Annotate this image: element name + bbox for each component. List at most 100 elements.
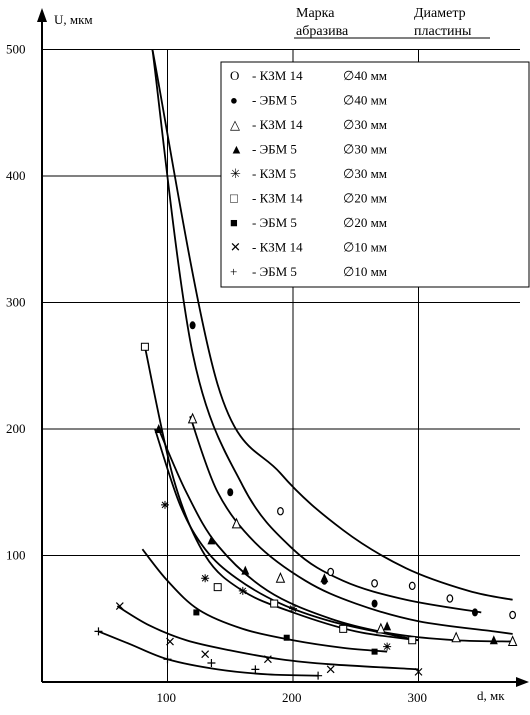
- series-6-marker-2-shape: [213, 583, 222, 592]
- series-3-marker-5: [451, 631, 461, 643]
- series-4-marker-1: [154, 424, 163, 433]
- series-6-marker-3-shape: [270, 599, 279, 608]
- series-4-marker-3-shape: [241, 565, 250, 575]
- series-6-marker-1: [140, 342, 149, 351]
- x-axis-label: d, мк: [477, 688, 505, 703]
- series-6-marker-1-shape: [140, 342, 149, 351]
- series-3-marker-6-shape: [507, 635, 518, 647]
- series-6-marker-4-shape: [339, 624, 348, 633]
- series-9-marker-2: [163, 655, 172, 664]
- series-1-marker-3: [371, 579, 378, 588]
- legend-symbol-1: О: [230, 68, 239, 83]
- legend-symbol-5: ✳: [230, 166, 241, 181]
- series-9-marker-2-shape: [163, 655, 172, 664]
- series-4-marker-6: [489, 635, 498, 645]
- series-4-marker-4: [320, 573, 329, 583]
- legend-abrasive-9: - ЭБМ 5: [252, 264, 297, 279]
- header-col2-line1: Диаметр: [414, 6, 466, 21]
- series-5-marker-1-shape: [160, 500, 169, 509]
- series-2-marker-2: [227, 488, 234, 497]
- legend-diameter-6: ∅20 мм: [343, 191, 387, 206]
- series-2-marker-1-shape: [189, 321, 196, 330]
- series-9-marker-5: [314, 671, 323, 680]
- series-9-marker-3: [207, 659, 216, 668]
- legend-abrasive-3: - КЗМ 14: [252, 117, 303, 132]
- series-curve-2: [151, 49, 482, 614]
- y-axis-label: U, мкм: [54, 12, 93, 27]
- series-3-marker-2-shape: [231, 517, 242, 529]
- series-9-marker-5-shape: [314, 671, 323, 680]
- legend-abrasive-8: - КЗМ 14: [252, 240, 303, 255]
- series-8-marker-1-shape: [115, 602, 124, 611]
- legend-diameter-1: ∅40 мм: [343, 68, 387, 83]
- series-5-marker-3: [238, 586, 247, 595]
- header-col1-line1: Марка: [296, 6, 335, 21]
- legend-box: [220, 61, 530, 288]
- series-5-marker-6: [383, 642, 392, 651]
- series-6-marker-4: [339, 624, 348, 633]
- series-1-marker-4: [408, 581, 416, 591]
- series-5-marker-4: [289, 604, 297, 613]
- x-tick-label-100: 100: [157, 690, 177, 705]
- series-3-marker-4: [376, 622, 386, 634]
- legend-abrasive-1: - КЗМ 14: [252, 68, 303, 83]
- legend-abrasive-7: - ЭБМ 5: [252, 215, 297, 230]
- series-8-marker-2-shape: [166, 637, 174, 646]
- legend-symbol-3: △: [230, 117, 240, 132]
- tick-labels: 100 200 300 100 200 300 400 500: [6, 42, 427, 706]
- series-3-marker-1: [187, 412, 198, 424]
- series-4-marker-4-shape: [320, 573, 329, 583]
- series-7-marker-1-shape: [193, 609, 200, 616]
- legend-diameter-9: ∅10 мм: [343, 264, 387, 279]
- series-9-marker-4: [251, 665, 260, 674]
- legend-abrasive-4: - ЭБМ 5: [252, 142, 297, 157]
- y-tick-label-500: 500: [6, 42, 26, 57]
- series-9-marker-3-shape: [207, 659, 216, 668]
- series-6-marker-5: [408, 636, 417, 645]
- series-8-marker-3: [201, 650, 210, 659]
- series-4-marker-2-shape: [207, 535, 216, 545]
- series-8-marker-4: [263, 655, 272, 664]
- series-1-marker-6-shape: [509, 610, 517, 620]
- series-curve-6: [144, 346, 419, 642]
- series-8-marker-5: [326, 665, 335, 674]
- y-tick-label-100: 100: [6, 548, 26, 563]
- y-axis-arrow: [37, 8, 47, 22]
- legend-diameter-3: ∅30 мм: [343, 117, 387, 132]
- y-tick-label-400: 400: [6, 168, 26, 183]
- x-axis-arrow: [516, 677, 529, 687]
- series-5-marker-1: [160, 500, 169, 509]
- legend-symbol-8: ✕: [230, 240, 241, 255]
- legend-abrasive-6: - КЗМ 14: [252, 191, 303, 206]
- header-col1-line2: абразива: [296, 24, 349, 39]
- x-tick-label-300: 300: [408, 690, 428, 705]
- x-tick-label-200: 200: [282, 690, 302, 705]
- legend-symbol-9: +: [230, 264, 237, 279]
- series-curve-8: [116, 605, 419, 671]
- series-6-marker-5-shape: [408, 636, 417, 645]
- series-5-marker-4-shape: [289, 604, 297, 613]
- legend-symbol-4: ▲: [230, 142, 243, 157]
- series-3-marker-2: [231, 517, 242, 529]
- series-curve-9: [98, 630, 319, 677]
- series-5-marker-6-shape: [383, 642, 392, 651]
- series-5-marker-3-shape: [238, 586, 247, 595]
- series-6-marker-2: [213, 583, 222, 592]
- series-8-marker-6: [414, 667, 423, 676]
- series-1-marker-4-shape: [408, 581, 416, 591]
- series-3-marker-4-shape: [376, 622, 386, 634]
- legend-diameter-8: ∅10 мм: [343, 240, 387, 255]
- series-3-marker-3-shape: [275, 572, 286, 583]
- series-3-marker-1-shape: [187, 412, 198, 424]
- legend-abrasive-2: - ЭБМ 5: [252, 93, 297, 108]
- series-4-marker-5-shape: [383, 621, 392, 631]
- legend-symbol-2: ●: [230, 93, 238, 108]
- series-curve-7: [141, 548, 388, 653]
- series-4-marker-6-shape: [489, 635, 498, 645]
- series-2-marker-2-shape: [227, 488, 234, 497]
- series-8-marker-5-shape: [326, 665, 335, 674]
- series-curve-1: [151, 49, 513, 601]
- series-1-marker-2: [327, 567, 335, 577]
- markers: [94, 321, 518, 680]
